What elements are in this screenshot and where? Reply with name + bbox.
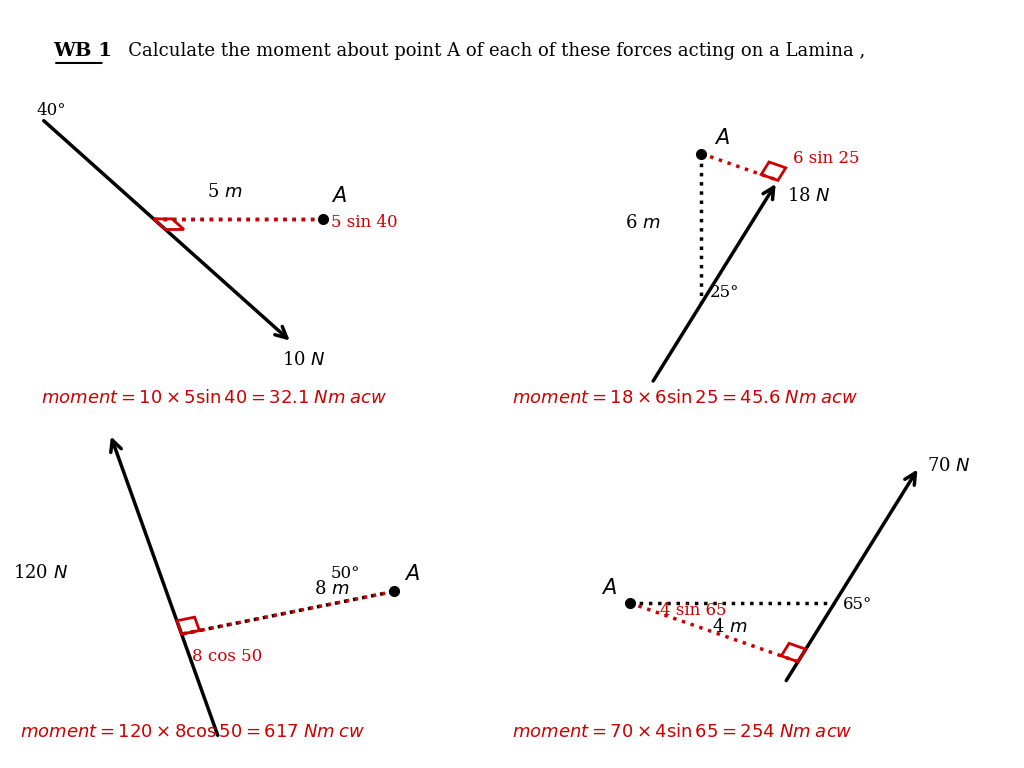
Text: Calculate the moment about point A of each of these forces acting on a Lamina ,: Calculate the moment about point A of ea…	[111, 42, 865, 60]
Text: $moment = 18 \times 6\sin25 = 45.6 \; Nm \; acw$: $moment = 18 \times 6\sin25 = 45.6 \; Nm…	[512, 389, 858, 407]
Text: 18 $N$: 18 $N$	[787, 187, 831, 205]
Text: 25°: 25°	[710, 284, 739, 301]
Text: WB 1: WB 1	[53, 42, 113, 60]
Text: 70 $N$: 70 $N$	[927, 457, 971, 475]
Text: 40°: 40°	[37, 102, 67, 119]
Text: 65°: 65°	[843, 596, 872, 613]
Text: 4 sin 65: 4 sin 65	[659, 602, 726, 620]
Text: 5 sin 40: 5 sin 40	[331, 214, 397, 230]
Text: 120 $N$: 120 $N$	[12, 564, 68, 582]
Text: $moment = 70 \times 4\sin65 = 254 \; Nm \; acw$: $moment = 70 \times 4\sin65 = 254 \; Nm …	[512, 723, 853, 741]
Text: $A$: $A$	[404, 564, 421, 584]
Text: $moment = 10 \times 5\sin40 = 32.1 \; Nm \; acw$: $moment = 10 \times 5\sin40 = 32.1 \; Nm…	[41, 389, 387, 407]
Text: 4 $m$: 4 $m$	[712, 618, 748, 636]
Text: 6 sin 25: 6 sin 25	[794, 150, 860, 167]
Text: $moment = 120 \times 8\cos50 = 617 \; Nm \; cw$: $moment = 120 \times 8\cos50 = 617 \; Nm…	[20, 723, 366, 741]
Text: $A$: $A$	[331, 186, 347, 206]
Text: 6 $m$: 6 $m$	[625, 214, 660, 233]
Text: 10 $N$: 10 $N$	[282, 352, 326, 369]
Text: 8 cos 50: 8 cos 50	[191, 648, 262, 665]
Text: 5 $m$: 5 $m$	[207, 184, 243, 201]
Text: 8 $m$: 8 $m$	[313, 580, 349, 598]
Text: $A$: $A$	[714, 128, 730, 148]
Text: $A$: $A$	[601, 578, 617, 598]
Text: 50°: 50°	[331, 564, 360, 581]
